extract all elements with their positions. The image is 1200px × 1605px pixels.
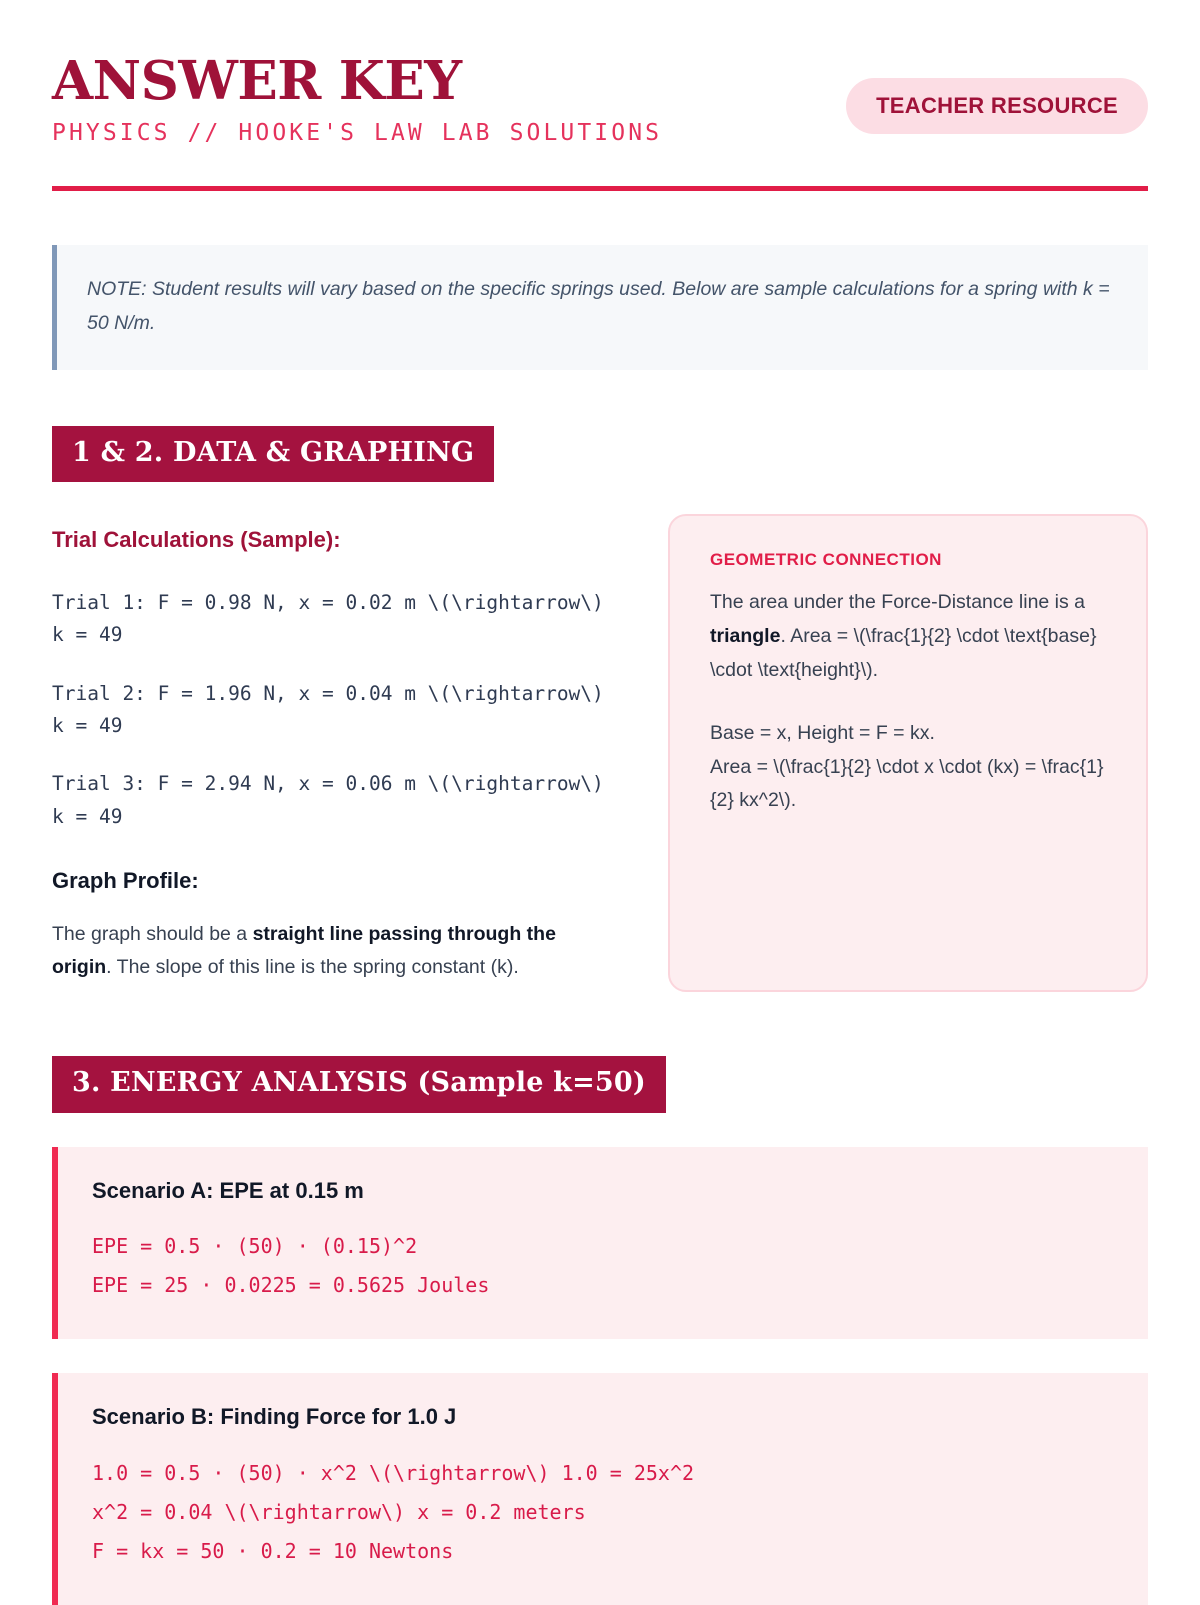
graph-profile-text: The graph should be a straight line pass… [52, 918, 612, 985]
page-title: ANSWER KEY [52, 50, 462, 112]
scenario-card-a: Scenario A: EPE at 0.15 m EPE = 0.5 · (5… [52, 1146, 1148, 1340]
trial-calculations-column: Trial Calculations (Sample): Trial 1: F … [52, 514, 612, 984]
header-divider [52, 186, 1148, 192]
note-callout: NOTE: Student results will vary based on… [52, 245, 1148, 371]
trial-line-1: Trial 1: F = 0.98 N, x = 0.02 m \(\right… [52, 591, 616, 647]
spacer [52, 833, 612, 867]
header-row: ANSWER KEY PHYSICS // HOOKE'S LAW LAB SO… [52, 52, 1148, 146]
geometric-connection-card: GEOMETRIC CONNECTION The area under the … [668, 514, 1148, 993]
graph-profile-text-part2: . The slope of this line is the spring c… [106, 956, 519, 979]
geometric-connection-para-1: The area under the Force-Distance line i… [710, 586, 1106, 687]
geometric-connection-label: GEOMETRIC CONNECTION [710, 550, 942, 570]
scenario-b-body: 1.0 = 0.5 · (50) · x^2 \(\rightarrow\) 1… [92, 1460, 695, 1563]
header-title-group: ANSWER KEY PHYSICS // HOOKE'S LAW LAB SO… [52, 52, 662, 146]
geo-para1-emphasis: triangle [710, 624, 781, 647]
trial-line-3: Trial 3: F = 2.94 N, x = 0.06 m \(\right… [52, 772, 616, 828]
geo-para1-part2: . Area = \(\frac{1}{2} \cdot \text{base}… [710, 624, 1097, 681]
document-header: ANSWER KEY PHYSICS // HOOKE'S LAW LAB SO… [52, 52, 1148, 192]
scenario-card-b: Scenario B: Finding Force for 1.0 J 1.0 … [52, 1373, 1148, 1605]
section-header-energy-analysis: 3. ENERGY ANALYSIS (Sample k=50) [52, 1056, 666, 1113]
trial-calculations-heading: Trial Calculations (Sample): [52, 527, 341, 553]
scenario-b-title: Scenario B: Finding Force for 1.0 J [92, 1404, 457, 1430]
data-graphing-columns: Trial Calculations (Sample): Trial 1: F … [52, 514, 1148, 993]
scenario-a-body: EPE = 0.5 · (50) · (0.15)^2 EPE = 25 · 0… [92, 1234, 490, 1298]
note-text: NOTE: Student results will vary based on… [87, 278, 1110, 334]
trial-line-2: Trial 2: F = 1.96 N, x = 0.04 m \(\right… [52, 681, 616, 738]
geometric-connection-column: GEOMETRIC CONNECTION The area under the … [668, 514, 1148, 993]
section-header-data-graphing: 1 & 2. DATA & GRAPHING [52, 426, 495, 483]
graph-profile-heading: Graph Profile: [52, 868, 199, 894]
status-badge: TEACHER RESOURCE [846, 78, 1148, 134]
graph-profile-text-part1: The graph should be a [52, 922, 253, 945]
geometric-connection-para-2: Base = x, Height = F = kx. Area = \(\fra… [710, 722, 1104, 812]
page-subtitle: PHYSICS // HOOKE'S LAW LAB SOLUTIONS [52, 120, 663, 147]
scenario-a-title: Scenario A: EPE at 0.15 m [92, 1177, 364, 1203]
geo-para1-part1: The area under the Force-Distance line i… [710, 591, 1086, 614]
graph-profile-text-emphasis: straight line passing through the origin [52, 922, 556, 979]
